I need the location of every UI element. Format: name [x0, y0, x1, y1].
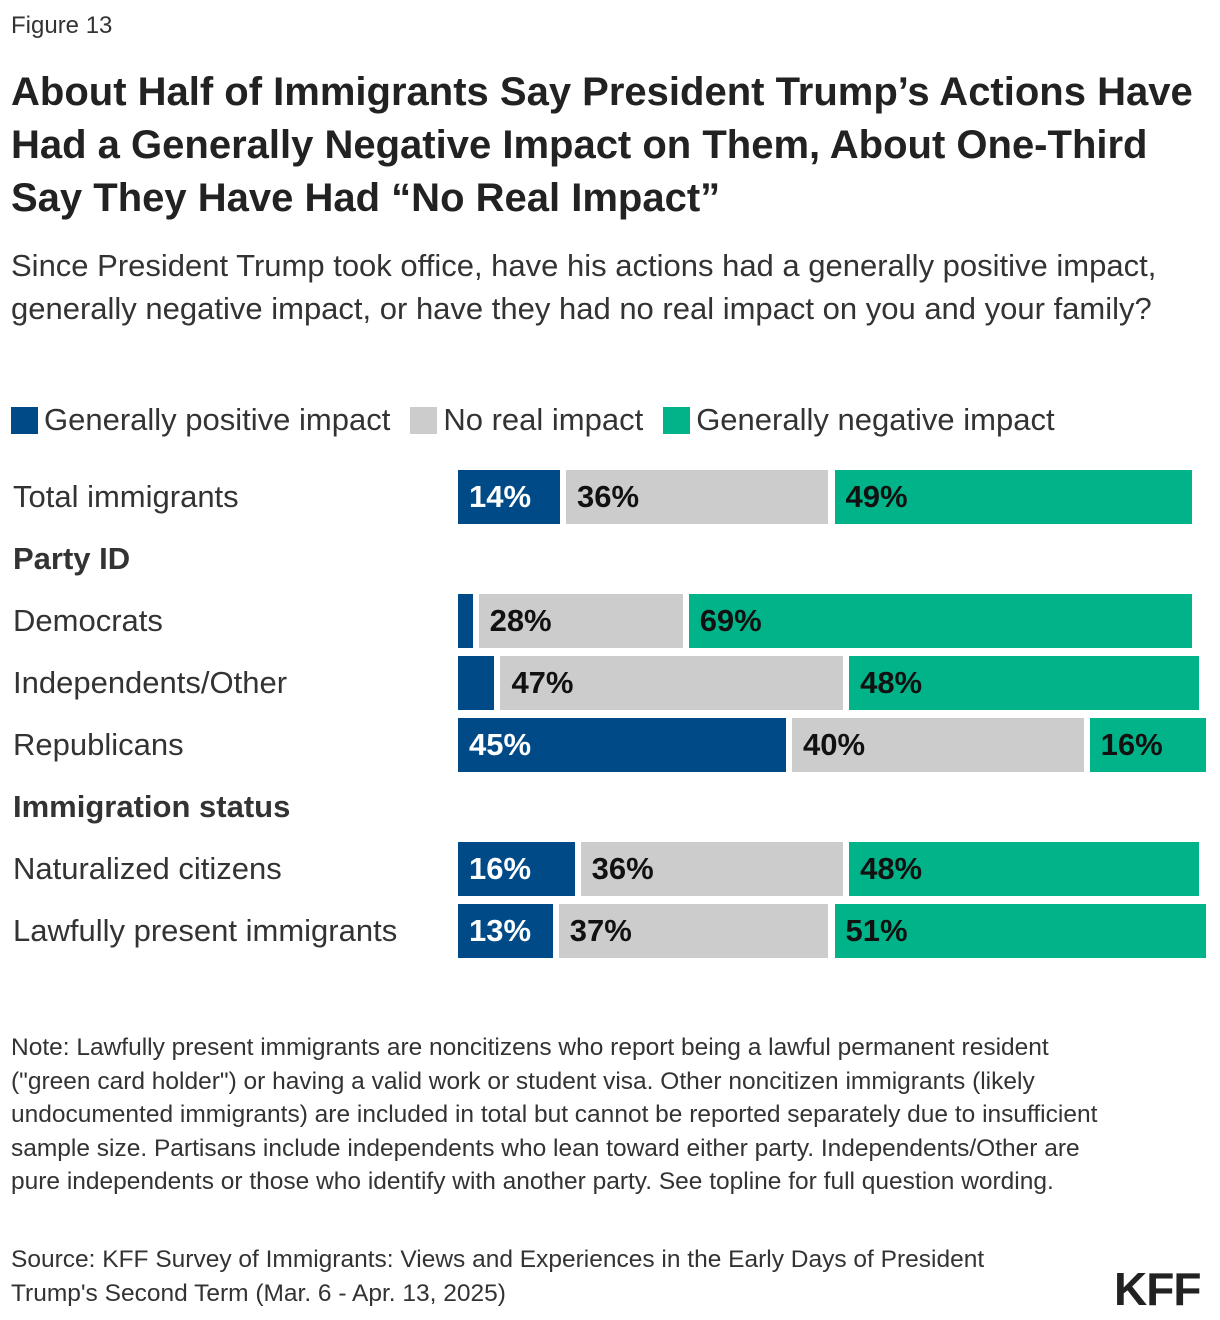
data-label: 49% [845, 479, 908, 514]
figure-label: Figure 13 [11, 12, 113, 39]
chart-subtitle: Since President Trump took office, have … [11, 248, 1157, 326]
bar-segment [688, 594, 1192, 648]
data-label: 16% [469, 851, 532, 886]
legend: Generally positive impact No real impact… [11, 402, 1075, 438]
legend-item-positive: Generally positive impact [11, 402, 390, 438]
kff-logo: KFF [1114, 1263, 1201, 1315]
bar-segment [834, 904, 1207, 958]
data-label: 47% [511, 665, 574, 700]
bar-segment [849, 656, 1199, 710]
legend-label: No real impact [443, 402, 644, 437]
legend-swatch [663, 406, 691, 434]
data-label: 36% [591, 851, 654, 886]
row-label: Democrats [13, 603, 163, 638]
row-label: Total immigrants [13, 479, 239, 514]
legend-item-no-impact: No real impact [410, 402, 643, 438]
bar-segment [792, 718, 1084, 772]
legend-swatch [11, 406, 38, 434]
bar-segment [834, 470, 1192, 524]
row-label: Lawfully present immigrants [13, 913, 398, 948]
legend-label: Generally negative impact [696, 402, 1055, 437]
data-label: 14% [469, 479, 532, 514]
bar-chart: Total immigrants 14% 36% 49% Party ID Democra… [0, 440, 1220, 980]
bar-segment [458, 904, 553, 958]
bar-segment [478, 594, 683, 648]
data-label: 48% [860, 665, 923, 700]
row-label: Naturalized citizens [13, 851, 282, 886]
data-label: 40% [803, 727, 866, 762]
row-label: Independents/Other [13, 665, 288, 700]
data-label: 37% [569, 913, 632, 948]
bar-segment [500, 656, 844, 710]
bar-segment [458, 656, 495, 710]
data-label: 36% [577, 479, 640, 514]
group-header: Party ID [13, 541, 131, 576]
bar-segment [458, 718, 787, 772]
data-label: 48% [860, 851, 923, 886]
source: Source: KFF Survey of Immigrants: Views … [11, 1246, 985, 1307]
bar-segment [558, 904, 829, 958]
data-label: 45% [469, 727, 532, 762]
chart-title: About Half of Immigrants Say President T… [11, 70, 1193, 220]
bar-segment [458, 470, 561, 524]
row-label: Republicans [13, 727, 184, 762]
note: Note: Lawfully present immigrants are no… [11, 1034, 1098, 1195]
data-label: 28% [489, 603, 552, 638]
bar-segment [1089, 718, 1207, 772]
bar-segment [458, 594, 473, 648]
data-label: 13% [469, 913, 532, 948]
bar-segment [580, 842, 844, 896]
group-header: Immigration status [13, 789, 291, 824]
bar-segment [849, 842, 1199, 896]
data-label: 51% [845, 913, 908, 948]
bar-segment [458, 842, 575, 896]
legend-swatch [410, 406, 438, 434]
data-label: 16% [1100, 727, 1163, 762]
legend-item-negative: Generally negative impact [663, 402, 1055, 438]
legend-label: Generally positive impact [44, 402, 391, 437]
data-label: 69% [699, 603, 762, 638]
bar-segment [566, 470, 829, 524]
